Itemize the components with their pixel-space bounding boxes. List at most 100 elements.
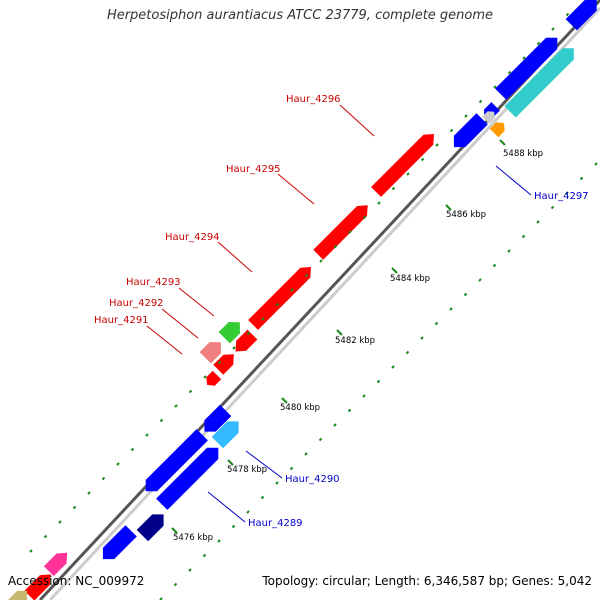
tick-dot-outer (449, 307, 453, 311)
tick-dot-inner (522, 56, 526, 60)
gene-label: Haur_4291 (94, 315, 149, 326)
tick-label: 5482 kbp (335, 336, 375, 346)
tick-dot-inner (319, 259, 323, 263)
tick-dot-outer (362, 394, 366, 398)
tick-dot-inner (261, 317, 265, 321)
tick-dot-outer (521, 234, 526, 239)
tick-dot-outer (318, 437, 323, 442)
tick-dot-inner (348, 230, 352, 234)
tick-dot-inner (275, 302, 280, 307)
gene-haur-4289 (156, 447, 219, 510)
tick-label: 5476 kbp (173, 533, 213, 543)
gene-olive (8, 590, 28, 600)
tick-dot-inner (246, 331, 251, 336)
tick-dot-outer (550, 205, 555, 210)
gene-red-small (235, 329, 258, 352)
tick-label: 5488 kbp (503, 149, 543, 159)
tick-dot-outer (202, 553, 207, 558)
gene-navy (136, 514, 164, 542)
tick-dot-inner (435, 143, 439, 147)
tick-dot-inner (304, 273, 309, 278)
gene-red-tiny (206, 370, 222, 386)
tick-dot-outer (579, 176, 584, 181)
gene-label-leader (178, 287, 215, 317)
tick-dot-outer (594, 162, 598, 166)
gene-label-leader (245, 450, 283, 479)
tick-dot-outer (173, 582, 178, 587)
tick-dot-inner (377, 201, 381, 205)
gene-cyan-top (504, 48, 574, 118)
gene-haur-4292 (199, 342, 221, 364)
gene-haur-4296 (371, 134, 434, 197)
gene-label-leader (495, 165, 532, 196)
tick-dot-outer (405, 350, 410, 355)
tick-dot-inner (174, 404, 178, 408)
tick-dot-inner (145, 433, 149, 437)
tick-dot-outer (333, 423, 337, 427)
tick-dot-outer (463, 292, 468, 297)
tick-dot-outer (565, 191, 569, 195)
tick-dot-inner (29, 549, 33, 553)
tick-dot-inner (159, 418, 164, 423)
gene-label: Haur_4294 (165, 232, 220, 243)
tick-dot-outer (420, 336, 424, 340)
tick-dot-outer (231, 524, 236, 529)
tick-dot-outer (478, 278, 482, 282)
tick-dot-inner (333, 244, 338, 249)
gene-label-leader (146, 325, 183, 355)
tick-dot-inner (493, 85, 497, 89)
tick-dot-inner (217, 360, 222, 365)
tick-dot-inner (87, 491, 91, 495)
gene-blue-top (495, 37, 558, 100)
tick-label: 5478 kbp (227, 465, 267, 475)
gene-label: Haur_4292 (109, 298, 164, 309)
tick-label: 5484 kbp (390, 274, 430, 284)
gene-label-leader (161, 308, 199, 339)
tick-dot-inner (406, 172, 410, 176)
map-title: Herpetosiphon aurantiacus ATCC 23779, co… (106, 8, 494, 23)
tick-dot-inner (551, 27, 555, 31)
tick-dot-outer (260, 495, 265, 500)
gene-orange (489, 122, 505, 138)
topology-text: Topology: circular; Length: 6,346,587 bp… (262, 574, 592, 588)
major-tick (281, 397, 288, 404)
gene-blue-lower-1 (204, 404, 232, 432)
tick-dot-outer (376, 379, 381, 384)
tick-dot-inner (420, 157, 425, 162)
gene-label: Haur_4290 (285, 474, 340, 485)
tick-dot-outer (347, 408, 352, 413)
tick-dot-inner (362, 215, 367, 220)
tick-label: 5480 kbp (280, 403, 320, 413)
tick-dot-inner (116, 462, 120, 466)
tick-dot-outer (188, 568, 192, 572)
gene-blue-topmost (565, 0, 597, 31)
gene-label-leader (217, 241, 253, 273)
gene-label: Haur_4289 (248, 518, 303, 529)
tick-dot-inner (130, 447, 135, 452)
tick-dot-outer (536, 220, 540, 224)
gene-label-leader (339, 104, 375, 137)
tick-dot-inner (565, 12, 570, 17)
tick-dot-outer (275, 481, 279, 485)
tick-dot-inner (43, 534, 48, 539)
gene-gray-small (482, 111, 495, 124)
gene-label: Haur_4297 (534, 191, 589, 202)
tick-dot-inner (72, 505, 77, 510)
gene-label: Haur_4295 (226, 164, 281, 175)
major-tick (391, 267, 398, 274)
accession-text: Accession: NC_009972 (8, 574, 145, 588)
tick-dot-inner (464, 114, 468, 118)
tick-dot-outer (492, 263, 497, 268)
tick-dot-outer (434, 321, 439, 326)
major-tick (171, 527, 178, 534)
tick-dot-inner (507, 70, 512, 75)
gene-haur-4294 (248, 267, 311, 330)
tick-dot-outer (217, 539, 221, 543)
tick-dot-outer (304, 452, 308, 456)
gene-blue-lower-2 (145, 429, 208, 492)
gene-haur-4297-neighbor (453, 113, 488, 148)
gene-magenta (43, 552, 68, 577)
major-tick (336, 329, 343, 336)
tick-dot-inner (290, 288, 294, 292)
